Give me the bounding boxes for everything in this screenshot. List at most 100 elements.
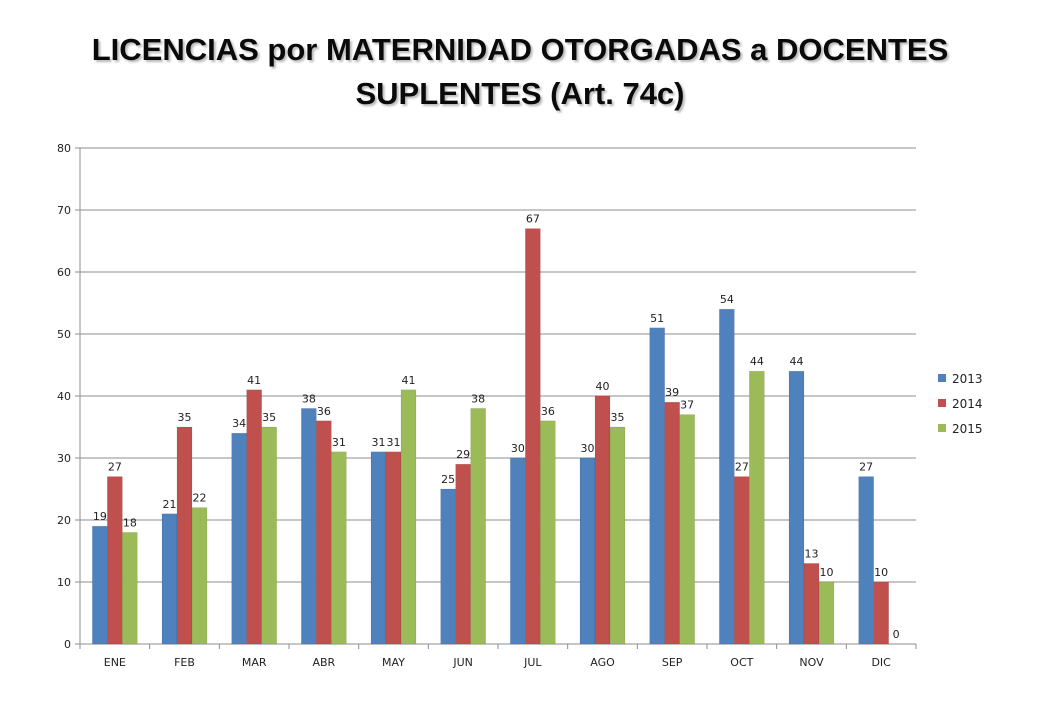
x-tick-label: MAY (382, 656, 405, 669)
bar-2014-JUN (455, 463, 471, 645)
x-tick-label: FEB (174, 656, 195, 669)
data-label-2014-ABR: 36 (317, 405, 331, 418)
y-tick-label: 70 (57, 204, 71, 217)
data-label-2013-MAR: 34 (232, 417, 246, 430)
bar-2013-ENE (92, 525, 108, 645)
y-axis: 0 10 20 30 40 50 60 70 80 (57, 142, 81, 651)
data-label-2015-MAR: 35 (262, 411, 276, 424)
bar-2015-ABR (331, 451, 347, 645)
y-tick-label: 0 (64, 638, 71, 651)
data-label-2014-MAR: 41 (247, 374, 261, 387)
bar-2015-JUN (470, 408, 486, 645)
data-label-2014-MAY: 31 (387, 436, 401, 449)
bar-2015-FEB (191, 507, 208, 645)
y-tick-label: 80 (57, 142, 71, 155)
legend-swatch-2014 (938, 399, 946, 407)
data-label-2014-AGO: 40 (596, 380, 610, 393)
y-tick-label: 50 (57, 328, 71, 341)
bar-2014-DIC (873, 581, 889, 645)
bars (92, 228, 889, 645)
data-label-2014-JUL: 67 (526, 213, 540, 226)
bar-2013-ABR (301, 408, 317, 645)
bar-2015-ENE (122, 532, 138, 645)
x-tick-label: SEP (662, 656, 683, 669)
bar-2014-ABR (316, 420, 332, 645)
x-tick-label: ENE (104, 656, 126, 669)
data-label-2013-OCT: 54 (720, 293, 734, 306)
bar-2015-MAY (400, 389, 417, 645)
x-tick-label: MAR (242, 656, 267, 669)
bar-2013-NOV (788, 370, 805, 645)
x-tick-label: JUN (452, 656, 473, 669)
data-label-2013-FEB: 21 (163, 498, 177, 511)
data-label-2013-DIC: 27 (859, 461, 873, 474)
bar-2014-FEB (176, 426, 193, 645)
y-tick-label: 30 (57, 452, 71, 465)
data-labels: 19 21 34 38 31 25 30 30 51 54 44 27 27 35 41 36 31 29 67 40… (93, 213, 900, 641)
legend-swatch-2013 (938, 374, 946, 382)
legend-label-2013: 2013 (952, 372, 983, 386)
legend: 2013 2014 2015 (938, 372, 983, 436)
y-tick-label: 40 (57, 390, 71, 403)
data-label-2015-SEP: 37 (680, 399, 694, 412)
bar-2015-AGO (609, 426, 626, 645)
x-tick-label: ABR (312, 656, 335, 669)
data-label-2015-ENE: 18 (123, 516, 137, 529)
data-label-2013-JUN: 25 (441, 473, 455, 486)
chart-title-line-1: LICENCIAS por MATERNIDAD OTORGADAS a DOC… (91, 32, 949, 67)
data-label-2015-OCT: 44 (750, 355, 764, 368)
data-label-2015-JUL: 36 (541, 405, 555, 418)
legend-label-2015: 2015 (952, 422, 983, 436)
x-tick-label: JUL (523, 656, 542, 669)
bar-2015-NOV (818, 581, 835, 645)
bar-2013-JUN (440, 488, 456, 645)
bar-2014-NOV (803, 563, 820, 645)
data-label-2013-NOV: 44 (790, 355, 804, 368)
data-label-2014-SEP: 39 (665, 386, 679, 399)
data-label-2014-FEB: 35 (178, 411, 192, 424)
data-label-2015-NOV: 10 (820, 566, 834, 579)
y-tick-label: 10 (57, 576, 71, 589)
bar-2014-JUL (525, 228, 541, 645)
bar-2013-MAR (231, 432, 247, 645)
data-label-2015-FEB: 22 (193, 492, 207, 505)
bar-2015-SEP (679, 414, 695, 645)
bar-2015-MAR (261, 426, 277, 645)
y-tick-label: 20 (57, 514, 71, 527)
data-label-2013-AGO: 30 (581, 442, 595, 455)
data-label-2015-MAY: 41 (402, 374, 416, 387)
data-label-2013-ABR: 38 (302, 392, 316, 405)
data-label-2014-ENE: 27 (108, 461, 122, 474)
bar-2014-SEP (664, 401, 680, 645)
data-label-2015-JUN: 38 (471, 392, 485, 405)
data-label-2014-DIC: 10 (874, 566, 888, 579)
data-label-2013-SEP: 51 (650, 312, 664, 325)
data-label-2015-ABR: 31 (332, 436, 346, 449)
bar-2013-AGO (579, 457, 596, 645)
bar-2014-ENE (107, 476, 123, 645)
x-tick-label: AGO (590, 656, 615, 669)
bar-2014-AGO (594, 395, 611, 645)
bar-2014-OCT (734, 476, 750, 645)
bar-2014-MAY (385, 451, 402, 645)
y-tick-label: 60 (57, 266, 71, 279)
data-label-2013-ENE: 19 (93, 510, 107, 523)
data-label-2015-AGO: 35 (611, 411, 625, 424)
bar-2015-OCT (749, 370, 765, 645)
chart-title-line-2: SUPLENTES (Art. 74c) (355, 76, 685, 111)
bar-2013-JUL (510, 457, 526, 645)
x-tick-label: DIC (871, 656, 891, 669)
data-label-2014-NOV: 13 (805, 547, 819, 560)
data-label-2014-JUN: 29 (456, 448, 470, 461)
x-tick-label: OCT (730, 656, 753, 669)
x-axis: ENE FEB MAR ABR MAY JUN JUL AGO SEP OCT NOV DIC (79, 643, 917, 669)
gridlines (80, 147, 916, 583)
bar-2014-MAR (246, 389, 262, 645)
bar-2013-SEP (649, 327, 665, 645)
bar-2013-FEB (161, 513, 178, 645)
bar-2013-DIC (858, 476, 874, 645)
data-label-2013-JUL: 30 (511, 442, 525, 455)
chart-title: LICENCIAS por MATERNIDAD OTORGADAS a DOC… (0, 28, 1040, 116)
bar-2013-MAY (370, 451, 387, 645)
